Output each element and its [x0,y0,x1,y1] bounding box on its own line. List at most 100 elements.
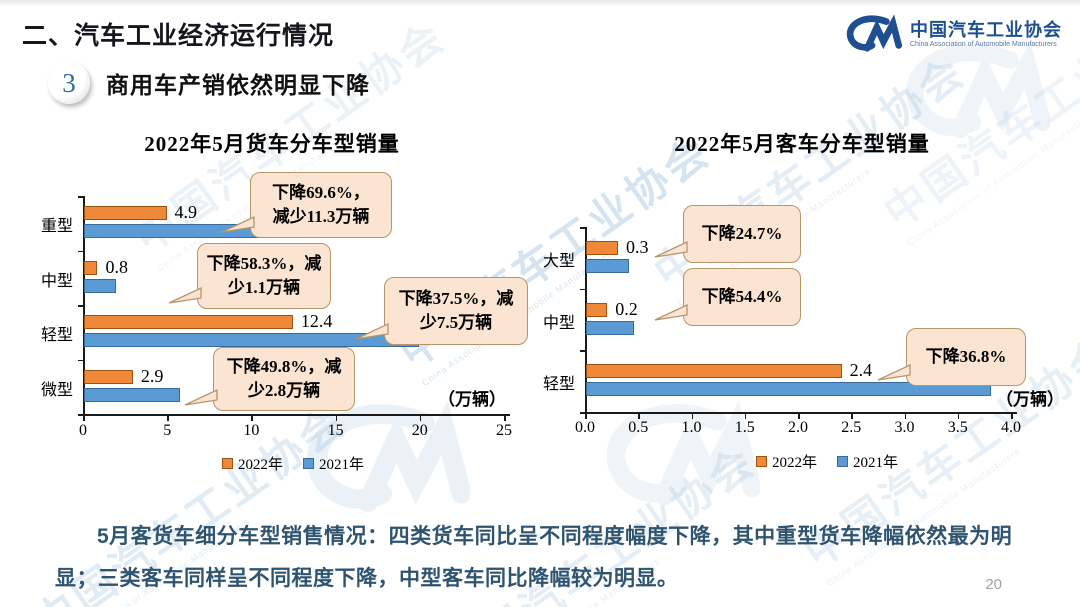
x-tick-label: 1.5 [734,419,755,436]
axis-unit-label: （万辆） [438,390,506,409]
x-tick-label: 0 [79,422,87,439]
callout-line: 下降49.8%，减 [226,357,342,376]
callout-decline-note: 下降54.4% [654,268,801,326]
bar-2021 [586,320,634,335]
caam-logo-icon [846,14,902,52]
y-tick [78,250,83,252]
x-tick-label: 5 [163,422,172,439]
x-tick [83,416,85,421]
x-tick-label: 25 [496,422,512,439]
section-heading: 3 商用车产销依然明显下降 [48,62,370,104]
bar-2021 [84,387,180,402]
category-label: 轻型 [40,327,73,345]
bus-sales-chart: 2022年5月客车分车型销量 0.0 0.5 1.0 1.5 2.0 2.5 3.0 3.5 4.… [540,122,1080,490]
section-title: 商用车产销依然明显下降 [106,72,370,98]
axis-unit-label: （万辆） [996,390,1064,409]
x-tick [585,414,587,419]
callout-tail [168,286,202,304]
x-tick [167,416,169,421]
callout-line: 下降58.3%，减 [206,254,322,273]
y-tick [78,196,83,198]
legend-label: 2021年 [853,455,899,471]
bar-2022 [84,206,167,221]
callout-line: 少7.5万辆 [419,313,493,332]
page-number: 20 [985,576,1002,593]
summary-text: 5月客货车细分车型销售情况：四类货车同比呈不同程度幅度下降，其中重型货车降幅依然… [55,525,1013,590]
x-tick [691,414,693,419]
bar-2021 [586,382,991,397]
x-tick-label: 15 [327,422,344,439]
category-label: 微型 [40,381,73,399]
value-label: 0.8 [105,256,128,277]
legend-label: 2022年 [237,457,283,473]
legend-label: 2021年 [319,457,365,473]
chart-title: 2022年5月客车分车型销量 [674,132,930,156]
y-tick [580,350,585,352]
value-label: 2.9 [140,365,164,386]
callout-line: 下降36.8% [925,347,1007,366]
x-tick [1011,414,1013,419]
value-label: 0.3 [625,236,649,257]
x-tick [798,414,800,419]
x-tick-label: 10 [243,422,260,439]
top-divider [0,0,1080,7]
x-tick-label: 0.5 [628,419,649,436]
bar-2022 [586,302,608,317]
x-tick-label: 2.5 [841,419,862,436]
x-tick-label: 0.0 [575,419,595,436]
callout-line: 少1.1万辆 [227,278,301,297]
legend-swatch [755,456,767,467]
logo-org-name: 中国汽车工业协会 [910,19,1062,40]
callout-tail [877,363,911,381]
x-axis [83,414,510,416]
page-title: 二、汽车工业经济运行情况 [22,22,335,50]
category-label: 轻型 [542,376,575,394]
callout-line: 下降69.6%， [272,183,370,202]
truck-sales-chart: 2022年5月货车分车型销量 0 5 10 15 20 25 重型 4.9 中型 0.8 轻型 12.4… [20,122,528,490]
x-tick-label: 3.0 [894,419,915,436]
legend-item: 2022年 [755,451,817,472]
category-label: 大型 [542,252,575,270]
value-label: 2.4 [849,360,873,381]
callout-tail [221,215,255,233]
y-axis [83,196,85,414]
section-number-badge: 3 [48,62,90,104]
x-tick-label: 3.5 [947,419,968,436]
callout-tail [184,388,218,406]
x-tick-label: 1.0 [681,419,702,436]
caam-logo: 中国汽车工业协会 China Association of Automobile… [844,14,1062,54]
x-tick-label: 20 [411,422,428,439]
y-tick [78,414,83,416]
legend-item: 2022年 [221,453,283,474]
callout-decline-note: 下降24.7% [654,205,801,263]
chart-title: 2022年5月货车分车型销量 [144,132,400,156]
callout-tail [654,240,688,258]
callout-decline-note: 下降69.6%， 减少11.3万辆 [221,172,392,238]
callout-line: 下降37.5%，减 [398,289,514,308]
value-label: 4.9 [174,202,198,223]
legend-item: 2021年 [837,451,898,472]
legend-swatch [303,458,314,469]
bar-2022 [84,315,293,330]
x-tick [504,416,506,421]
category-label: 重型 [40,218,73,236]
x-tick [851,414,853,419]
x-tick-label: 4.0 [1001,419,1021,436]
category-label: 中型 [542,314,575,332]
value-label: 0.2 [615,298,638,319]
y-tick [78,359,83,361]
legend: 2022年 2021年 [221,453,364,474]
bar-2021 [586,258,629,273]
y-tick [580,227,585,229]
legend: 2022年 2021年 [755,451,898,472]
callout-tail [355,322,389,340]
bar-2022 [586,364,842,379]
callout-decline-note: 下降37.5%，减 少7.5万辆 [355,277,528,345]
legend-item: 2021年 [303,453,364,474]
callout-decline-note: 下降49.8%，减 少2.8万辆 [184,347,355,411]
y-tick [580,288,585,291]
callout-line: 减少11.3万辆 [272,207,370,226]
callout-line: 下降54.4% [701,287,783,306]
legend-swatch [837,456,848,467]
bar-2022 [84,260,98,275]
